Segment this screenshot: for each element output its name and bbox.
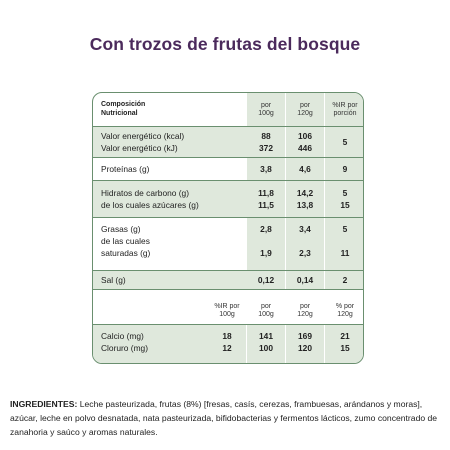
nutrition-panel: Composición Nutricional por 100g por 120… [92, 92, 364, 364]
ingredients-text: Leche pasteurizada, frutas (8%) [fresas,… [10, 399, 438, 437]
value-calcium-ir-100g: 18 [222, 331, 232, 341]
value-fats-120g: 3,4 [299, 224, 311, 234]
header-nutritional: Nutricional [101, 110, 138, 117]
value-salt-120g: 0,14 [296, 275, 314, 285]
value-proteins-120g: 4,6 [299, 164, 311, 174]
value-proteins-ir: 9 [342, 164, 348, 174]
value-saturated-ir: 11 [340, 248, 350, 258]
row-shade-carbs [93, 181, 363, 217]
value-fats-100g: 2,8 [260, 224, 272, 234]
t2-header-pct-120g-line1: % por [335, 303, 355, 310]
value-salt-100g: 0,12 [257, 275, 275, 285]
t2-header-per-120g-line1: por [299, 303, 311, 310]
row-label-carbs: Hidratos de carbono (g) [101, 188, 189, 198]
header-per-100g-line1: por [260, 102, 272, 109]
t2-header-pct-120g-line2: 120g [337, 311, 353, 318]
value-calcium-100g: 141 [259, 331, 273, 341]
col-separator [285, 93, 287, 289]
value-sugars-100g: 11,5 [258, 200, 274, 210]
col-separator [324, 325, 326, 363]
col-separator [285, 325, 287, 363]
row-label-energy-kj: Valor energético (kJ) [101, 143, 178, 153]
ingredients-paragraph: INGREDIENTES: Leche pasteurizada, frutas… [10, 398, 442, 439]
ingredients-label: INGREDIENTES: [10, 399, 78, 409]
value-calcium-pct: 21 [340, 331, 350, 341]
row-divider [93, 157, 363, 159]
table-divider [93, 289, 363, 291]
t2-header-per-100g-line2: 100g [258, 311, 274, 318]
value-chloride-120g: 120 [298, 343, 312, 353]
value-carbs-ir: 5 [342, 188, 348, 198]
header-ir-line2: porción [333, 110, 357, 117]
value-energy-kcal-100g: 88 [261, 131, 271, 141]
header-per-120g-line1: por [299, 102, 311, 109]
value-saturated-100g: 1,9 [260, 248, 272, 258]
t2-col-shade [247, 295, 363, 325]
row-label-sugars: de los cuales azúcares (g) [101, 200, 199, 210]
row-shade-minerals [93, 325, 363, 363]
t2-header-per-120g-line2: 120g [297, 311, 313, 318]
value-energy-kj-120g: 446 [298, 143, 312, 153]
row-shade-salt [93, 271, 363, 289]
row-label-saturated: saturadas (g) [101, 248, 151, 258]
row-divider [93, 270, 363, 272]
col-separator [246, 325, 248, 363]
value-energy-ir: 5 [342, 137, 348, 147]
row-label-fats: Grasas (g) [101, 224, 141, 234]
t2-header-ir-100g-line1: %IR por [214, 303, 240, 310]
t2-header-per-100g-line1: por [260, 303, 272, 310]
value-chloride-ir-100g: 12 [222, 343, 232, 353]
header-per-120g-line2: 120g [297, 110, 313, 117]
header-composition: Composición [101, 101, 146, 108]
value-salt-ir: 2 [342, 275, 348, 285]
value-energy-kj-100g: 372 [259, 143, 273, 153]
header-ir-line1: %IR por [332, 102, 358, 109]
t2-header-divider [93, 324, 363, 326]
header-divider [93, 126, 363, 128]
header-per-100g-line2: 100g [258, 110, 274, 117]
value-fats-ir: 5 [342, 224, 348, 234]
value-carbs-120g: 14,2 [296, 188, 314, 198]
row-label-chloride: Cloruro (mg) [101, 343, 148, 353]
col-separator [324, 93, 326, 289]
row-divider [93, 217, 363, 219]
row-label-of-which: de las cuales [101, 236, 150, 246]
value-carbs-100g: 11,8 [258, 188, 274, 198]
row-divider [93, 180, 363, 182]
value-saturated-120g: 2,3 [299, 248, 311, 258]
row-label-proteins: Proteínas (g) [101, 164, 150, 174]
value-energy-kcal-120g: 106 [298, 131, 312, 141]
value-chloride-pct: 15 [340, 343, 350, 353]
value-sugars-ir: 15 [340, 200, 350, 210]
value-chloride-100g: 100 [259, 343, 273, 353]
row-shade-energy [93, 127, 363, 158]
product-title: Con trozos de frutas del bosque [89, 34, 361, 54]
row-label-calcium: Calcio (mg) [101, 331, 144, 341]
value-proteins-100g: 3,8 [260, 164, 272, 174]
row-label-energy-kcal: Valor energético (kcal) [101, 131, 185, 141]
value-calcium-120g: 169 [298, 331, 312, 341]
value-sugars-120g: 13,8 [296, 200, 314, 210]
row-label-salt: Sal (g) [101, 275, 126, 285]
t2-header-ir-100g-line2: 100g [219, 311, 235, 318]
